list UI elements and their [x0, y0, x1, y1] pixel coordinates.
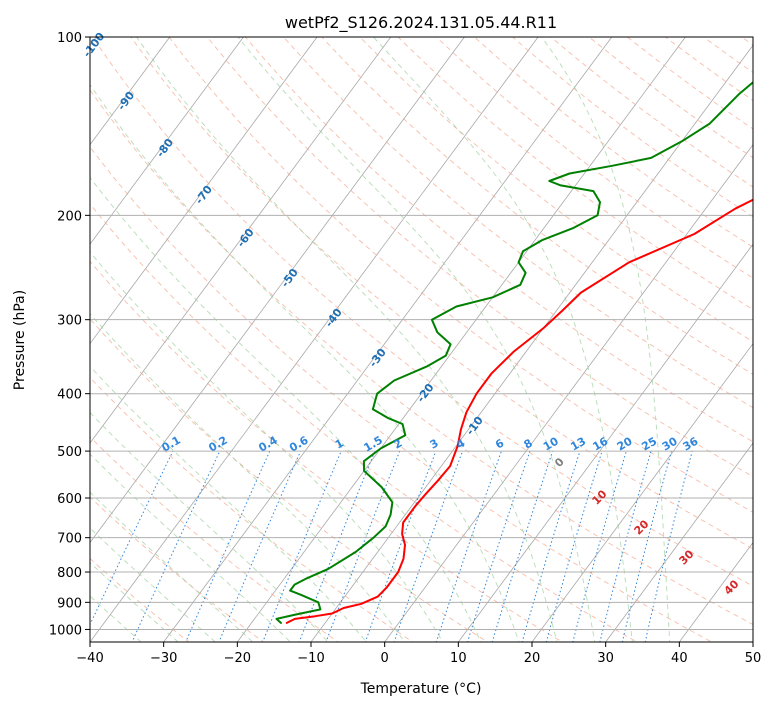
moist-adiabat-line [90, 411, 329, 642]
isotherm-line [90, 37, 171, 146]
dry-adiabat-line [168, 37, 753, 513]
isotherm-line [310, 44, 753, 642]
moist-adiabat-line [90, 251, 444, 642]
x-tick-label: −10 [297, 651, 324, 666]
x-tick-label: −20 [224, 651, 251, 666]
y-axis-title: Pressure (hPa) [12, 290, 28, 390]
dry-adiabat-line [244, 37, 753, 443]
dewpoint-profile-line [275, 81, 753, 624]
y-tick-label: 600 [57, 492, 82, 507]
y-tick-label: 300 [57, 314, 82, 329]
isotherm-line [90, 37, 539, 642]
isotherm-line [384, 144, 753, 642]
chart-title: wetPf2_S126.2024.131.05.44.R11 [285, 13, 557, 33]
y-tick-label: 800 [57, 566, 82, 581]
dry-adiabat-line [359, 37, 753, 343]
x-tick-label: −40 [76, 651, 103, 666]
dry-adiabat-line [90, 260, 564, 642]
moist-adiabat-line [90, 561, 179, 642]
dry-adiabat-line [90, 436, 339, 642]
isotherm-line [605, 442, 753, 642]
x-tick-label: 0 [381, 651, 389, 666]
y-tick-label: 100 [57, 31, 82, 46]
x-tick-label: 10 [450, 651, 467, 666]
moist-adiabat-line [90, 176, 482, 642]
dry-adiabat-line [90, 89, 753, 625]
isotherm-line [90, 37, 465, 544]
x-tick-label: 30 [597, 651, 614, 666]
isotherm-line [90, 37, 318, 345]
y-tick-label: 200 [57, 209, 82, 224]
y-tick-label: 500 [57, 445, 82, 460]
moist-adiabat-line [90, 83, 520, 642]
moist-adiabat-line [90, 365, 367, 642]
dry-adiabat-line [321, 37, 753, 375]
y-tick-label: 700 [57, 532, 82, 547]
isotherm-line [531, 342, 753, 642]
x-tick-label: 50 [745, 651, 762, 666]
temperature-profile-line [285, 198, 753, 624]
isotherm-line [90, 37, 392, 444]
dry-adiabat-line [130, 37, 753, 550]
x-tick-label: −30 [150, 651, 177, 666]
moist-adiabat-line [136, 37, 558, 642]
pressure-grid [90, 37, 753, 630]
x-tick-label: 20 [524, 651, 541, 666]
dry-adiabat-line [90, 146, 713, 642]
dry-adiabat-line [90, 203, 638, 642]
y-tick-label: 900 [57, 596, 82, 611]
y-axis: 100 200 300 400 500 600 700 800 900 1000 [49, 31, 90, 638]
profiles [275, 81, 753, 624]
y-tick-label: 400 [57, 388, 82, 403]
isotherm-line [90, 37, 244, 245]
moist-adiabat-line [90, 595, 142, 642]
moist-adiabat-line [372, 37, 633, 642]
moist-adiabat-line [90, 313, 406, 642]
x-tick-label: 40 [671, 651, 688, 666]
plot-frame [89, 36, 754, 643]
x-axis-title: Temperature (°C) [360, 681, 482, 697]
moist-adiabat-line [90, 527, 216, 642]
x-axis: −40 −30 −20 −10 0 10 20 30 40 50 [76, 642, 761, 666]
isotherm-line [163, 37, 613, 642]
isotherm-line [237, 37, 686, 642]
isotherm-line [458, 243, 753, 642]
y-tick-label: 1000 [49, 623, 82, 638]
